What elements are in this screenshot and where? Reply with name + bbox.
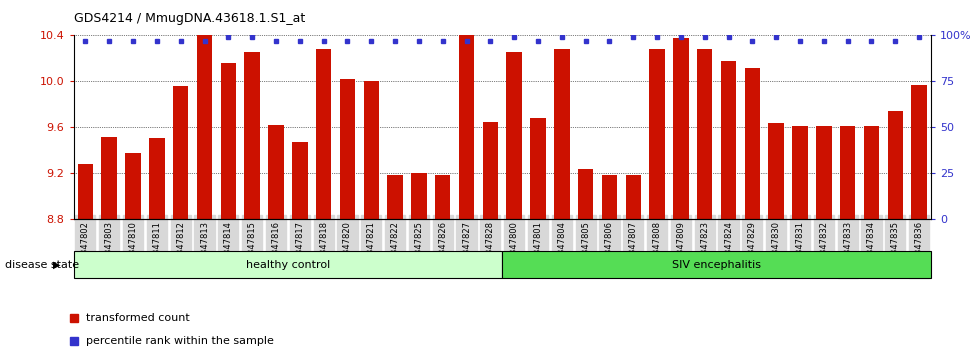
Bar: [911, 85, 927, 219]
Bar: [602, 175, 617, 219]
Bar: [507, 52, 522, 219]
Bar: [502, 251, 931, 278]
Bar: [530, 118, 546, 219]
Bar: [673, 38, 689, 219]
Bar: [316, 49, 331, 219]
Bar: [74, 251, 502, 278]
Bar: [792, 126, 808, 219]
Text: healthy control: healthy control: [246, 259, 330, 270]
Bar: [650, 49, 664, 219]
Bar: [102, 137, 117, 219]
Bar: [625, 175, 641, 219]
Bar: [77, 164, 93, 219]
Text: GDS4214 / MmugDNA.43618.1.S1_at: GDS4214 / MmugDNA.43618.1.S1_at: [74, 12, 305, 25]
Text: SIV encephalitis: SIV encephalitis: [672, 259, 761, 270]
Text: percentile rank within the sample: percentile rank within the sample: [86, 336, 273, 346]
Bar: [292, 142, 308, 219]
Text: disease state: disease state: [5, 259, 79, 270]
Bar: [697, 49, 712, 219]
Bar: [125, 153, 141, 219]
Bar: [721, 61, 736, 219]
Bar: [554, 49, 569, 219]
Bar: [863, 126, 879, 219]
Bar: [745, 68, 760, 219]
Text: ▶: ▶: [53, 259, 61, 270]
Bar: [269, 125, 283, 219]
Bar: [364, 81, 379, 219]
Bar: [412, 173, 426, 219]
Bar: [197, 13, 213, 219]
Bar: [149, 138, 165, 219]
Bar: [220, 63, 236, 219]
Bar: [888, 112, 903, 219]
Bar: [244, 52, 260, 219]
Bar: [459, 33, 474, 219]
Bar: [340, 79, 355, 219]
Bar: [578, 169, 593, 219]
Bar: [482, 122, 498, 219]
Text: transformed count: transformed count: [86, 313, 189, 323]
Bar: [172, 86, 188, 219]
Bar: [816, 126, 832, 219]
Bar: [768, 123, 784, 219]
Bar: [435, 175, 451, 219]
Bar: [840, 126, 856, 219]
Bar: [387, 175, 403, 219]
